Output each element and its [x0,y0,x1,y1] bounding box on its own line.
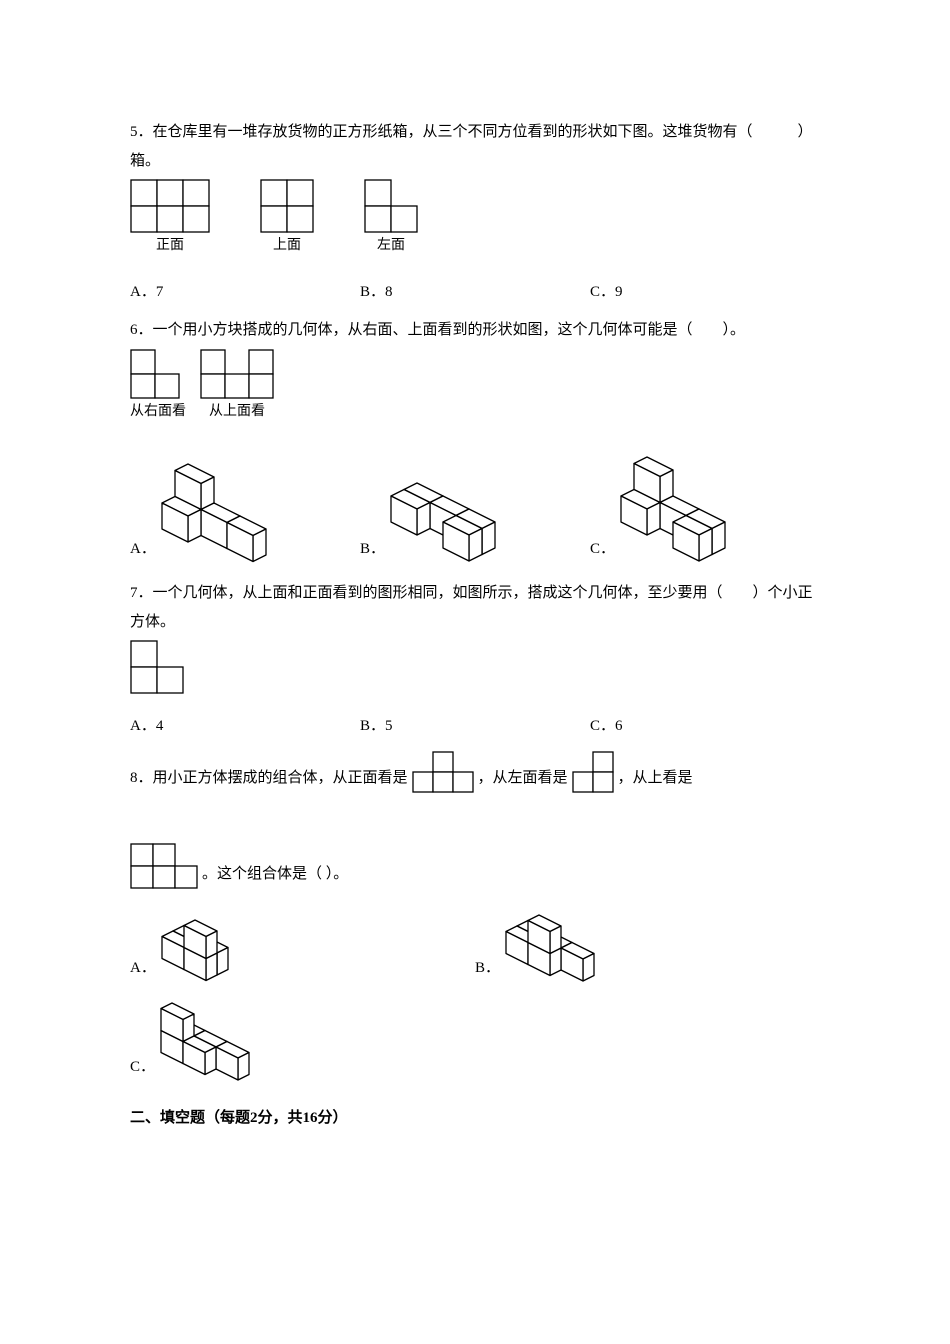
q6-iso-a [160,462,268,564]
q5-views: 正面 上面 左面 [130,179,820,260]
q5-choice-b-val: 8 [385,284,393,300]
q7-choice-c-val: 6 [615,718,623,734]
q8-mid1: ，从左面看是 [478,764,568,793]
q8-gap [130,793,820,843]
q6-choice-a: A． [130,462,360,564]
q8-mid2: ，从上看是 [618,764,693,793]
q5-choices: A．7 B．8 C．9 [130,278,820,307]
q6-choices: A． B． C． [130,455,820,563]
q8-choices-row2: C． [130,1001,820,1082]
q6-iso-b [389,481,497,563]
q8-choice-c: C． [130,1001,820,1082]
q7-choice-b-val: 5 [385,718,393,734]
q5-choice-b: B．8 [360,278,590,307]
q8-line2: 。这个组合体是（ ）。 [130,843,820,889]
q5-choice-c: C．9 [590,278,820,307]
q5-text: 5．在仓库里有一堆存放货物的正方形纸箱，从三个不同方位看到的形状如下图。这堆货物… [130,118,820,175]
q8-choices-row1: A． B． [130,913,820,983]
q6-views: 从右面看 从上面看 [130,349,820,426]
q6-choice-c: C． [590,455,820,563]
q7-choice-a: A．4 [130,712,360,741]
q5-view-top: 上面 [260,179,344,260]
q5-choice-c-val: 9 [615,284,623,300]
q7-text: 7．一个几何体，从上面和正面看到的图形相同，如图所示，搭成这个几何体，至少要用（… [130,579,820,636]
section2-heading: 二、填空题（每题2分，共16分） [130,1104,820,1133]
q5-choice-a-val: 7 [156,284,164,300]
q8-choice-a: A． [130,918,475,983]
q8-iso-b [504,913,596,983]
q7-choices: A．4 B．5 C．6 [130,712,820,741]
q8-suffix: 。这个组合体是（ ）。 [202,860,348,889]
q7-choice-a-val: 4 [156,718,164,734]
q6-iso-c [619,455,727,563]
q7-view [130,640,820,694]
q5-view-left: 左面 [364,179,418,260]
q8-left-view [572,751,614,793]
q8-line1: 8．用小正方体摆成的组合体，从正面看是 ，从左面看是 ，从上看是 [130,751,820,793]
q7-choice-b: B．5 [360,712,590,741]
q5-view-front: 正面 [130,179,240,260]
q8-choice-b: B． [475,913,820,983]
q7-choice-c: C．6 [590,712,820,741]
q6-text: 6．一个用小方块搭成的几何体，从右面、上面看到的形状如图，这个几何体可能是（ ）… [130,316,820,345]
q6-view-top: 从上面看 [200,349,274,426]
q5-choice-a: A．7 [130,278,360,307]
q8-prefix: 8．用小正方体摆成的组合体，从正面看是 [130,764,408,793]
q6-choice-b: B． [360,481,590,563]
q8-iso-a [160,918,230,983]
q8-iso-c [159,1001,251,1082]
q8-front-view [412,751,474,793]
page: 5．在仓库里有一堆存放货物的正方形纸箱，从三个不同方位看到的形状如下图。这堆货物… [0,0,950,1344]
q6-view-right: 从右面看 [130,349,186,426]
q8-top-view [130,843,198,889]
